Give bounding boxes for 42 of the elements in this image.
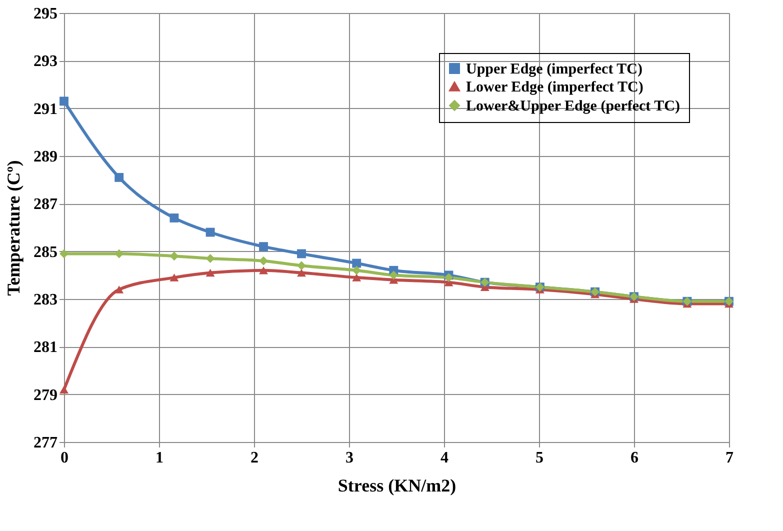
point — [170, 213, 179, 222]
y-tick-label: 293 — [34, 53, 58, 70]
point — [297, 249, 306, 258]
y-tick-label: 277 — [34, 434, 58, 452]
point — [170, 274, 179, 282]
point — [206, 228, 215, 237]
x-tick-label: 4 — [440, 450, 448, 466]
y-tick-label: 295 — [34, 6, 58, 22]
point — [259, 266, 268, 274]
point — [352, 266, 362, 275]
x-tick-label: 6 — [630, 450, 638, 466]
point — [352, 258, 362, 268]
point — [114, 172, 124, 182]
y-tick-label: 283 — [34, 292, 58, 308]
point — [297, 268, 306, 277]
point — [60, 96, 68, 106]
legend-label: Lower Edge (imperfect TC) — [466, 80, 644, 96]
point — [114, 286, 124, 294]
x-tick-label: 0 — [60, 450, 68, 466]
y-tick-label: 279 — [34, 386, 58, 404]
point — [389, 270, 398, 280]
point — [206, 254, 215, 263]
legend-label: Lower&Upper Edge (perfect TC) — [466, 98, 680, 114]
x-axis-title: Stress (KN/m2) — [338, 476, 456, 496]
x-tick-label: 1 — [156, 450, 164, 466]
y-tick-label: 291 — [34, 100, 58, 118]
point — [352, 274, 362, 282]
point — [297, 261, 306, 270]
y-tick-label: 287 — [34, 196, 58, 214]
y-tick-label: 281 — [34, 339, 58, 356]
y-tick-label: 285 — [34, 244, 58, 261]
y-axis-title: Temperature (Cº) — [4, 160, 24, 296]
legend-label: Upper Edge (imperfect TC) — [466, 62, 643, 78]
x-tick-label: 2 — [250, 450, 258, 466]
x-tick-label: 3 — [346, 450, 354, 466]
point — [206, 268, 215, 277]
x-tick-label: 5 — [536, 450, 544, 466]
point — [259, 256, 268, 266]
point — [259, 242, 268, 252]
x-tick-label: 7 — [726, 450, 734, 466]
point — [444, 273, 454, 282]
y-tick-label: 289 — [34, 148, 58, 166]
